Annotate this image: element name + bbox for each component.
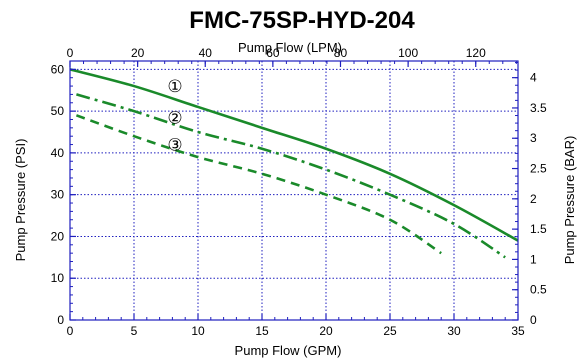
y2-tick-label: 3.5 [530, 101, 547, 115]
x-tick-label: 10 [191, 324, 205, 338]
y2-tick-label: 0.5 [530, 283, 547, 297]
y-axis-title: Pump Pressure (PSI) [13, 139, 28, 262]
y-tick-label: 0 [57, 313, 64, 327]
plot-frame [69, 60, 519, 321]
y-tick-label: 20 [51, 229, 65, 243]
x2-tick-label: 120 [466, 46, 486, 60]
y2-tick-label: 1.5 [530, 222, 547, 236]
x2-tick-label: 60 [266, 46, 280, 60]
x2-tick-label: 40 [199, 46, 213, 60]
y2-tick-label: 3 [530, 131, 537, 145]
x2-axis-title: Pump Flow (LPM) [238, 40, 342, 55]
y2-tick-label: 2 [530, 192, 537, 206]
annotation-layer: ① ② ③ [167, 77, 182, 155]
x-tick-label: 5 [131, 324, 138, 338]
x2-tick-label: 80 [334, 46, 348, 60]
y-tick-label: 50 [51, 104, 65, 118]
y2-tick-label: 4 [530, 71, 537, 85]
x-tick-label: 0 [67, 324, 74, 338]
y-tick-label: 40 [51, 146, 65, 160]
x-tick-label: 15 [255, 324, 269, 338]
x2-tick-label: 20 [131, 46, 145, 60]
y2-axis-title: Pump Pressure (BAR) [562, 136, 577, 265]
y2-tick-label: 0 [530, 313, 537, 327]
series-line-2 [76, 93, 506, 259]
x-tick-label: 30 [447, 324, 461, 338]
tick-layer: 0 5 10 15 20 25 30 350 20 40 60 80 100 12001020304050… [51, 46, 547, 338]
label-layer: FMC-75SP-HYD-204 Pump Flow (LPM) Pump Fl… [13, 7, 577, 358]
series-line-1 [69, 68, 519, 242]
curve-marker-1: ① [167, 77, 182, 97]
y-tick-label: 60 [51, 62, 65, 76]
x2-tick-label: 100 [398, 46, 418, 60]
y2-tick-label: 2.5 [530, 162, 547, 176]
series-layer [69, 68, 519, 259]
x-tick-label: 20 [319, 324, 333, 338]
series-line-3 [75, 114, 442, 255]
chart-title: FMC-75SP-HYD-204 [189, 7, 415, 34]
y-tick-label: 10 [51, 271, 65, 285]
frame-layer [69, 60, 519, 321]
y2-tick-label: 1 [530, 252, 537, 266]
grid-layer [70, 61, 518, 320]
x-tick-label: 35 [511, 324, 525, 338]
x2-tick-label: 0 [67, 46, 74, 60]
x-axis-title: Pump Flow (GPM) [235, 343, 342, 358]
curve-marker-3: ③ [167, 136, 182, 156]
y-tick-label: 30 [51, 188, 65, 202]
curve-marker-2: ② [167, 108, 182, 128]
x-tick-label: 25 [383, 324, 397, 338]
